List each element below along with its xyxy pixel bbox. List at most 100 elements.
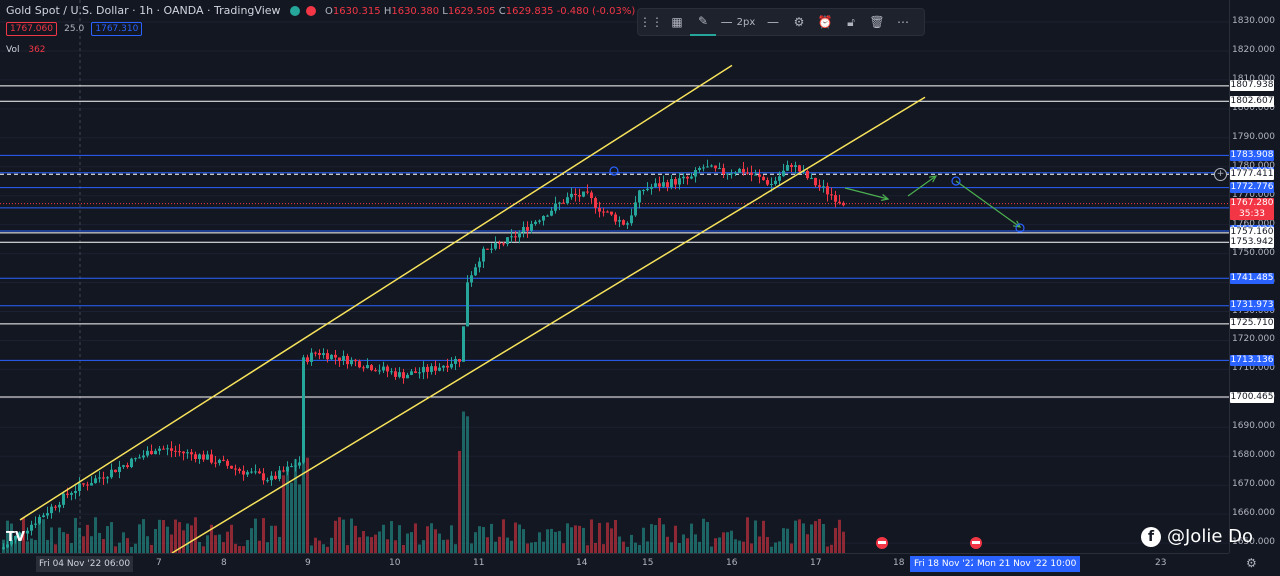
level-price-label[interactable]: 1777.411 [1230, 168, 1274, 180]
volume-bar [226, 531, 229, 553]
sell-button[interactable]: 1767.060 [6, 22, 57, 36]
candle-body [154, 450, 157, 455]
candle-body [838, 201, 841, 203]
gear-icon[interactable]: ⚙ [1246, 556, 1257, 570]
volume-bar [394, 540, 397, 553]
volume-bar [446, 539, 449, 553]
candle-body [798, 165, 801, 172]
candle-body [26, 530, 29, 534]
candle-body [794, 165, 797, 168]
candle-body [750, 172, 753, 175]
level-price-label[interactable]: 1713.136 [1230, 354, 1274, 366]
candle-body [210, 454, 213, 463]
candle-body [618, 220, 621, 222]
volume-bar [194, 517, 197, 553]
time-scale[interactable]: 789101114151617182223Fri 04 Nov '22 06:0… [0, 553, 1229, 576]
candle-body [626, 223, 629, 225]
candle-body [350, 359, 353, 365]
level-price-label[interactable]: 1772.776 [1230, 182, 1274, 194]
volume-bar [210, 524, 213, 553]
volume-bar [630, 534, 633, 553]
level-price-label[interactable]: 1783.908 [1230, 149, 1274, 161]
candle-body [266, 480, 269, 482]
price-tick: 1660.000 [1232, 508, 1275, 519]
level-price-label[interactable]: 1807.938 [1230, 80, 1274, 92]
eye-icon[interactable] [290, 6, 301, 16]
volume-bar [682, 534, 685, 553]
candle-body [254, 471, 257, 473]
candle-body [370, 365, 373, 371]
line-width-button[interactable]: —2px [716, 9, 760, 35]
candle-body [142, 455, 145, 458]
volume-bar [610, 528, 613, 553]
candle-body [82, 483, 85, 485]
projection-arrow-3-head [1013, 220, 1022, 228]
volume-bar [130, 546, 133, 553]
candle-body [146, 450, 149, 456]
volume-bar [570, 527, 573, 553]
volume-bar [482, 527, 485, 553]
volume-bar [402, 544, 405, 553]
more-icon[interactable]: ⋯ [897, 15, 909, 29]
level-price-label[interactable]: 1802.607 [1230, 95, 1274, 107]
candle-body [422, 366, 425, 373]
volume-bar [770, 546, 773, 553]
volume-bar [598, 522, 601, 553]
volume-bar [546, 529, 549, 553]
level-price-label[interactable]: 1757.160 [1230, 227, 1274, 239]
candle-body [374, 370, 377, 372]
close-value: 1629.835 [505, 6, 554, 17]
lock-icon[interactable]: 🔓︎ [847, 14, 855, 29]
level-price-label[interactable]: 1700.465 [1230, 391, 1274, 403]
settings-icon[interactable]: ⚙ [793, 15, 805, 29]
close-label: C [498, 6, 506, 17]
volume-bar [70, 543, 73, 553]
event-flag-stripe [972, 541, 980, 544]
level-price-label[interactable]: 1741.485 [1230, 272, 1274, 284]
volume-bar [218, 534, 221, 553]
volume-bar [250, 528, 253, 553]
volume-bar [746, 517, 749, 553]
volume-bar [278, 536, 281, 553]
alert-icon[interactable]: ⏰ [817, 15, 833, 29]
volume-bar [234, 543, 237, 553]
templates-icon[interactable]: ▦ [671, 15, 683, 29]
tradingview-logo[interactable]: TV [6, 530, 25, 545]
candle-body [442, 365, 445, 368]
volume-bar [638, 544, 641, 553]
price-chart[interactable] [0, 0, 1229, 554]
volume-bar [834, 527, 837, 553]
symbol-title[interactable]: Gold Spot / U.S. Dollar · 1h · OANDA · T… [6, 4, 281, 17]
volume-bar [118, 542, 121, 553]
volume-bar [30, 538, 33, 553]
volume-bar [262, 518, 265, 553]
candle-body [238, 468, 241, 471]
add-level-icon[interactable]: + [1214, 168, 1227, 182]
volume-bar [562, 543, 565, 553]
candle-body [666, 182, 669, 188]
volume-bar [398, 525, 401, 553]
line-style-icon[interactable]: — [767, 15, 779, 29]
candle-body [126, 465, 129, 467]
candle-body [134, 458, 137, 460]
candle-body [754, 174, 757, 176]
candle-body [438, 367, 441, 371]
candle-body [386, 366, 389, 372]
volume-bar [378, 531, 381, 553]
level-price-label[interactable]: 1725.710 [1230, 318, 1274, 330]
drag-handle-icon[interactable]: ⋮⋮ [639, 15, 663, 29]
pencil-icon[interactable]: ✎ [690, 8, 716, 36]
candle-body [14, 535, 17, 540]
volume-bar [54, 544, 57, 553]
volume-bar [122, 532, 125, 553]
volume-bar [50, 527, 53, 553]
drawing-toolbar: ⋮⋮ ▦ ✎ —2px — ⚙ ⏰ 🔓︎ 🗑︎ ⋯ [637, 8, 925, 36]
level-price-label[interactable]: 1731.973 [1230, 300, 1274, 312]
candle-body [406, 374, 409, 379]
trash-icon[interactable]: 🗑︎ [869, 15, 885, 29]
level-price-label[interactable]: 1753.942 [1230, 236, 1274, 248]
buy-button[interactable]: 1767.310 [91, 22, 143, 36]
market-status-icon[interactable] [305, 6, 316, 16]
volume-bar [302, 419, 305, 553]
chart-pane[interactable] [0, 0, 1229, 554]
